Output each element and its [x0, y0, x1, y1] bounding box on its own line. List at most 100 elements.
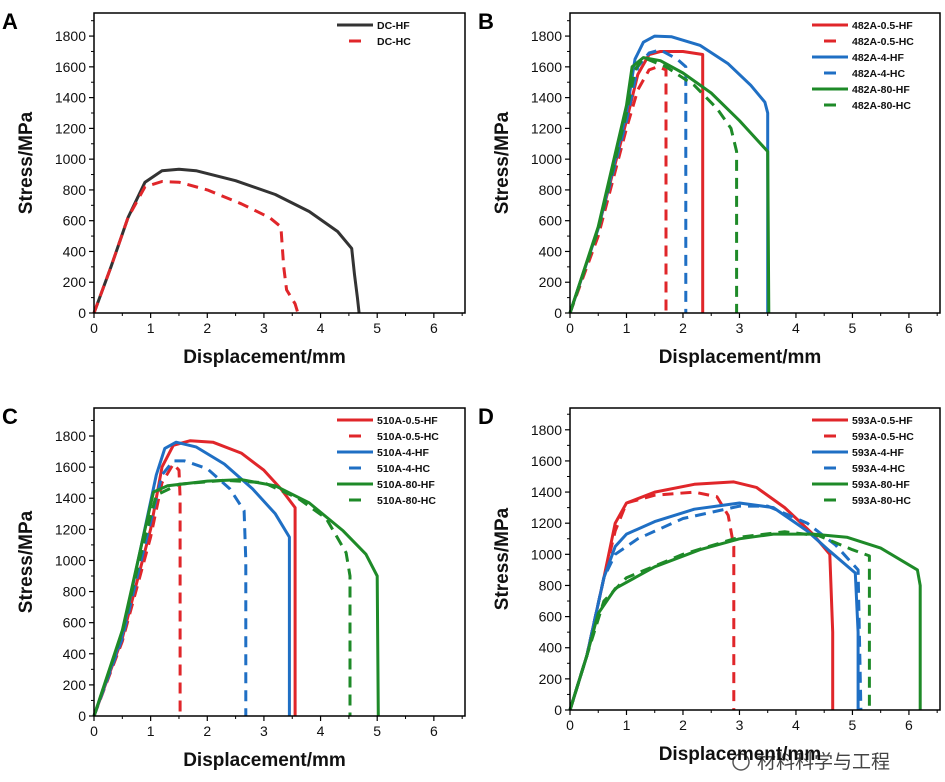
y-tick-label: 1000	[55, 151, 86, 167]
legend-label: 593A-80-HF	[852, 479, 910, 491]
legend-label: 593A-4-HF	[852, 447, 905, 459]
y-tick-label: 1000	[531, 151, 562, 167]
series-line-DC-HC	[92, 180, 300, 314]
x-axis-label: Displacement/mm	[183, 750, 346, 771]
x-tick-label: 6	[430, 320, 438, 336]
y-tick-label: 400	[63, 646, 87, 662]
x-tick-label: 3	[260, 723, 268, 739]
y-tick-label: 1600	[531, 453, 562, 469]
y-tick-label: 0	[554, 305, 562, 321]
panel-label: C	[2, 404, 18, 429]
y-axis-label: Stress/MPa	[16, 510, 37, 613]
y-tick-label: 200	[63, 274, 87, 290]
y-tick-label: 1000	[55, 552, 86, 568]
x-axis-label: Displacement/mm	[659, 744, 822, 765]
x-tick-label: 0	[90, 320, 98, 336]
x-tick-label: 1	[147, 723, 155, 739]
x-tick-label: 4	[792, 717, 800, 733]
series-line-DC-HF	[92, 167, 361, 314]
y-tick-label: 1400	[531, 484, 562, 500]
y-tick-label: 400	[63, 243, 87, 259]
x-tick-label: 2	[203, 723, 211, 739]
series-line-482A-0.5-HF	[568, 50, 705, 314]
x-tick-label: 2	[203, 320, 211, 336]
x-tick-label: 2	[679, 320, 687, 336]
y-tick-label: 800	[63, 584, 87, 600]
x-tick-label: 2	[679, 717, 687, 733]
y-tick-label: 1800	[55, 428, 86, 444]
x-tick-label: 4	[792, 320, 800, 336]
x-tick-label: 5	[849, 320, 857, 336]
series-line-593A-0.5-HC	[568, 490, 736, 711]
y-tick-label: 600	[539, 213, 563, 229]
y-tick-label: 1000	[531, 546, 562, 562]
y-tick-label: 800	[63, 182, 87, 198]
y-tick-label: 800	[539, 182, 563, 198]
plot-frame	[569, 12, 941, 314]
legend-label: 482A-4-HF	[852, 52, 905, 64]
watermark-text: 材料科学与工程	[757, 751, 890, 773]
series-line-510A-4-HC	[92, 459, 248, 717]
legend-label: 510A-4-HF	[377, 447, 430, 459]
y-tick-label: 600	[63, 213, 87, 229]
series-line-482A-80-HF	[568, 56, 771, 314]
panel-D: 0 1 2 3 4 5 6 0 200 400 600 800 1000 1200 1400 1600 1800…	[478, 404, 941, 765]
legend-label: 593A-4-HC	[852, 463, 906, 475]
y-tick-label: 400	[539, 243, 563, 259]
series-line-593A-80-HC	[568, 530, 871, 711]
panel-A: 0 1 2 3 4 5 6 0 200 400 600 800 1000 1200 1400 1600 1800…	[2, 9, 466, 368]
x-axis-label: Displacement/mm	[659, 347, 822, 368]
panel-label: A	[2, 9, 18, 34]
legend-label: 510A-80-HF	[377, 479, 435, 491]
y-tick-label: 1800	[55, 28, 86, 44]
legend-label: 593A-0.5-HC	[852, 431, 914, 443]
series-line-482A-80-HC	[568, 56, 739, 314]
x-tick-label: 0	[90, 723, 98, 739]
y-tick-label: 1400	[531, 90, 562, 106]
x-tick-label: 6	[905, 717, 913, 733]
y-tick-label: 0	[78, 305, 86, 321]
series-line-482A-4-HC	[568, 48, 688, 314]
x-tick-label: 3	[736, 717, 744, 733]
y-tick-label: 800	[539, 577, 563, 593]
series-line-510A-80-HC	[92, 478, 352, 717]
y-axis-label: Stress/MPa	[492, 111, 513, 214]
x-tick-label: 6	[430, 723, 438, 739]
y-tick-label: 1400	[55, 90, 86, 106]
panel-label: B	[478, 9, 494, 34]
wechat-icon	[732, 753, 750, 771]
plot-frame	[93, 12, 466, 314]
legend-label: 482A-80-HC	[852, 100, 911, 112]
series-line-510A-80-HF	[92, 478, 380, 717]
legend-label: 482A-0.5-HC	[852, 36, 914, 48]
legend-label: 593A-0.5-HF	[852, 415, 913, 427]
y-tick-label: 200	[539, 671, 563, 687]
y-tick-label: 1400	[55, 490, 86, 506]
x-axis-label: Displacement/mm	[183, 347, 346, 368]
y-tick-label: 1200	[531, 120, 562, 136]
x-tick-label: 5	[373, 723, 381, 739]
panel-B: 0 1 2 3 4 5 6 0 200 400 600 800 1000 1200 1400 1600 1800…	[478, 9, 941, 368]
y-tick-label: 0	[78, 708, 86, 724]
y-tick-label: 1200	[55, 521, 86, 537]
y-tick-label: 600	[63, 615, 87, 631]
x-tick-label: 6	[905, 320, 913, 336]
plot-frame	[93, 407, 466, 717]
y-tick-label: 1800	[531, 422, 562, 438]
y-tick-label: 600	[539, 609, 563, 625]
y-axis-label: Stress/MPa	[492, 507, 513, 610]
y-tick-label: 1600	[55, 459, 86, 475]
y-tick-label: 1600	[55, 59, 86, 75]
legend-label: 593A-80-HC	[852, 495, 911, 507]
y-tick-label: 1600	[531, 59, 562, 75]
legend-label: 510A-0.5-HF	[377, 415, 438, 427]
x-tick-label: 3	[736, 320, 744, 336]
x-tick-label: 4	[317, 320, 325, 336]
y-tick-label: 1800	[531, 28, 562, 44]
y-tick-label: 0	[554, 702, 562, 718]
y-tick-label: 200	[63, 677, 87, 693]
y-axis-label: Stress/MPa	[16, 111, 37, 214]
legend-label: 510A-4-HC	[377, 463, 431, 475]
legend-label: 482A-4-HC	[852, 68, 906, 80]
